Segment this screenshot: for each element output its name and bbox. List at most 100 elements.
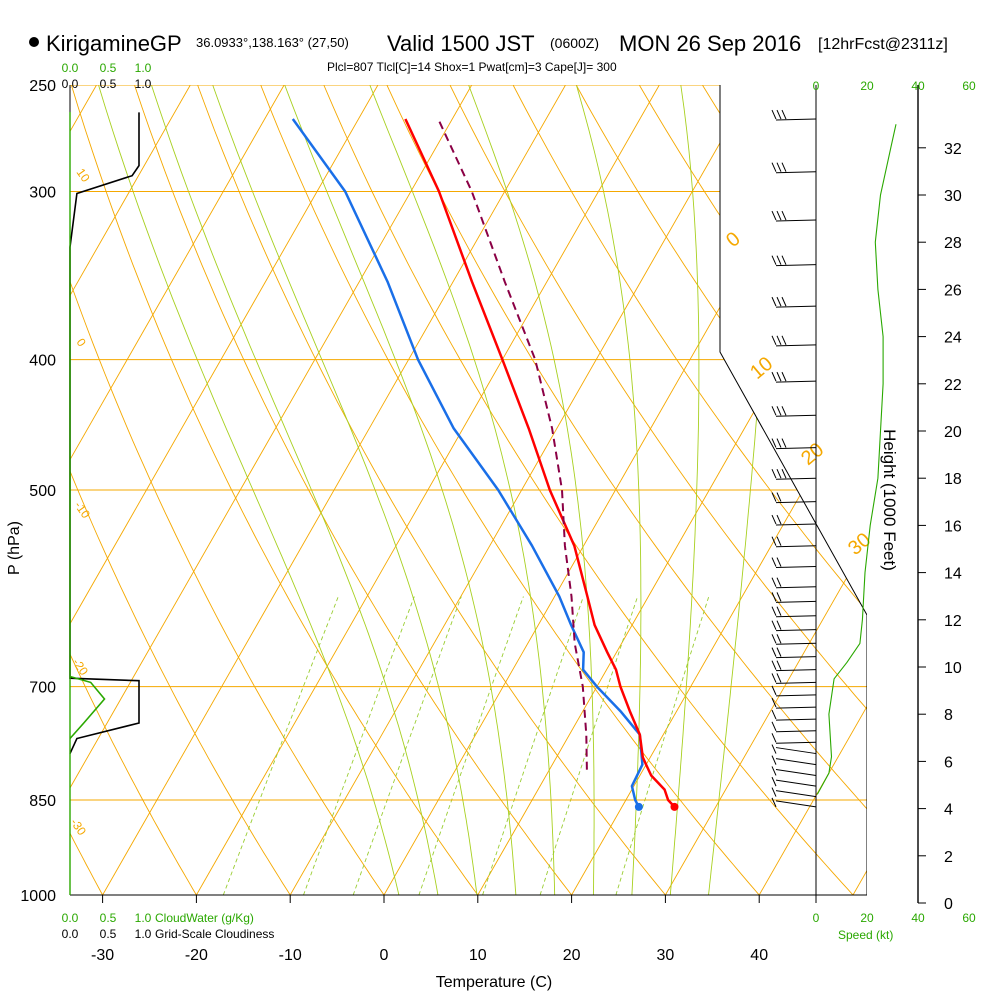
wind-scale-top: 0 — [813, 79, 820, 93]
valid-time: Valid 1500 JST — [387, 31, 535, 56]
height-tick-label: 26 — [944, 282, 962, 299]
cloudwater-scale-top: 1.0 — [135, 61, 152, 75]
pressure-tick-label: 1000 — [20, 888, 56, 905]
wind-scale-bottom: 20 — [860, 911, 874, 925]
wind-barb-feather — [776, 557, 782, 567]
wind-barb-feather — [771, 673, 777, 683]
wind-barb — [771, 335, 817, 347]
height-tick-label: 4 — [944, 802, 953, 819]
wind-barb-feather — [776, 468, 782, 479]
wind-barb — [771, 660, 817, 672]
wind-barb-feather — [776, 606, 782, 616]
wind-barb-feather — [776, 296, 782, 307]
temperature-profile — [404, 118, 676, 808]
wind-barb-feather — [771, 296, 777, 307]
height-tick-label: 22 — [944, 377, 962, 394]
isotherm-edge-label: 0 — [74, 336, 89, 350]
wind-barb — [771, 797, 817, 808]
isotherm-line — [0, 85, 3, 895]
wind-barb-feather — [771, 620, 777, 630]
wind-barb-feather — [771, 733, 777, 743]
wind-barb — [771, 557, 817, 569]
dewpoint-profile — [291, 118, 644, 808]
cloudiness-label: Grid-Scale Cloudiness — [155, 927, 274, 941]
height-tick-label: 0 — [944, 896, 953, 913]
wind-barb-staff — [775, 380, 817, 383]
wind-barb-feather — [781, 371, 787, 382]
wind-barb-feather — [771, 335, 777, 346]
wind-barb — [771, 468, 817, 480]
dry-adiabat-line — [449, 85, 867, 710]
wind-barb-feather — [771, 647, 777, 657]
moist-adiabat-line — [468, 85, 595, 895]
wind-barb-feather — [771, 721, 777, 731]
wind-barb-feather — [771, 438, 777, 448]
temperature-tick-label: 10 — [469, 947, 487, 964]
wind-barb-feather — [776, 109, 782, 120]
wind-barb — [771, 776, 817, 787]
wind-panel-border — [719, 85, 867, 895]
wind-scale-bottom: 0 — [813, 911, 820, 925]
wind-barb-staff — [775, 566, 817, 569]
moist-adiabat-line — [212, 85, 478, 895]
temperature-tick-label: 20 — [563, 947, 581, 964]
station-name: KirigamineGP — [46, 31, 182, 56]
wind-barb-feather — [771, 755, 777, 765]
dry-adiabat-line — [197, 85, 666, 895]
moist-adiabat-line — [284, 85, 517, 895]
mixing-ratio-label: 8 — [481, 905, 498, 917]
wind-barb-feather — [776, 660, 782, 670]
cloudiness-scale-bottom: 0.0 — [62, 927, 79, 941]
diagram-background: 1 2 3 5 8 12 20 — [0, 85, 867, 917]
mixing-ratio-label: 2 — [301, 905, 318, 917]
moist-adiabat-line — [669, 85, 700, 895]
wind-barb-staff — [775, 586, 817, 589]
wind-barb-feather — [771, 371, 777, 382]
cloudiness-scale-top: 0.0 — [62, 77, 79, 91]
height-tick-label: 24 — [944, 330, 962, 347]
pressure-tick-label: 250 — [29, 78, 56, 95]
dry-adiabat-line — [323, 85, 854, 895]
wind-barb-feather — [781, 438, 787, 448]
mixing-ratio-label: 20 — [613, 898, 632, 917]
wind-barb-feather — [771, 776, 777, 787]
pressure-tick-label: 400 — [29, 353, 56, 370]
isotherm-line — [70, 85, 191, 297]
wind-barb-staff — [775, 615, 817, 618]
wind-barb — [771, 592, 817, 603]
temperature-tick-label: 30 — [657, 947, 675, 964]
wind-barb-feather — [771, 514, 777, 525]
wind-barb — [771, 438, 817, 450]
wind-barb — [771, 296, 817, 308]
speed-label: Speed (kt) — [838, 928, 893, 942]
wind-barb-staff — [775, 305, 817, 308]
side-panels: 0.00.00.50.51.01.00.00.00.50.51.01.00246… — [62, 61, 976, 941]
cloudiness-scale-top: 0.5 — [100, 77, 117, 91]
parcel-profile — [437, 118, 588, 770]
cloudwater-scale-top: 0.5 — [100, 61, 117, 75]
wind-barb-staff — [775, 694, 817, 697]
wind-barb-feather — [771, 797, 777, 808]
wind-barb-feather — [776, 492, 782, 502]
wind-barb-feather — [776, 577, 782, 587]
wind-barb-staff — [775, 501, 817, 504]
title-bar: KirigamineGP 36.0933°,138.163° (27,50) V… — [29, 31, 948, 74]
cloudiness-scale-bottom: 1.0 — [135, 927, 152, 941]
wind-barb — [771, 109, 817, 121]
pressure-tick-label: 300 — [29, 185, 56, 202]
forecast-tag: [12hrFcst@2311z] — [818, 36, 948, 53]
wind-barb — [771, 766, 817, 776]
wind-barb-feather — [771, 606, 777, 616]
temperature-tick-label: 40 — [750, 947, 768, 964]
wind-barb — [771, 733, 817, 744]
wind-barb — [771, 406, 817, 417]
wind-barb-staff — [775, 741, 817, 744]
mixing-ratio-label: 12 — [537, 898, 556, 917]
wind-barb-feather — [781, 162, 787, 172]
wind-barb — [771, 606, 817, 618]
wind-barb-staff — [775, 344, 817, 347]
wind-barb — [771, 255, 817, 267]
wind-barb-feather — [771, 744, 777, 754]
pressure-tick-label: 500 — [29, 483, 56, 500]
wind-barb-staff — [775, 264, 817, 267]
